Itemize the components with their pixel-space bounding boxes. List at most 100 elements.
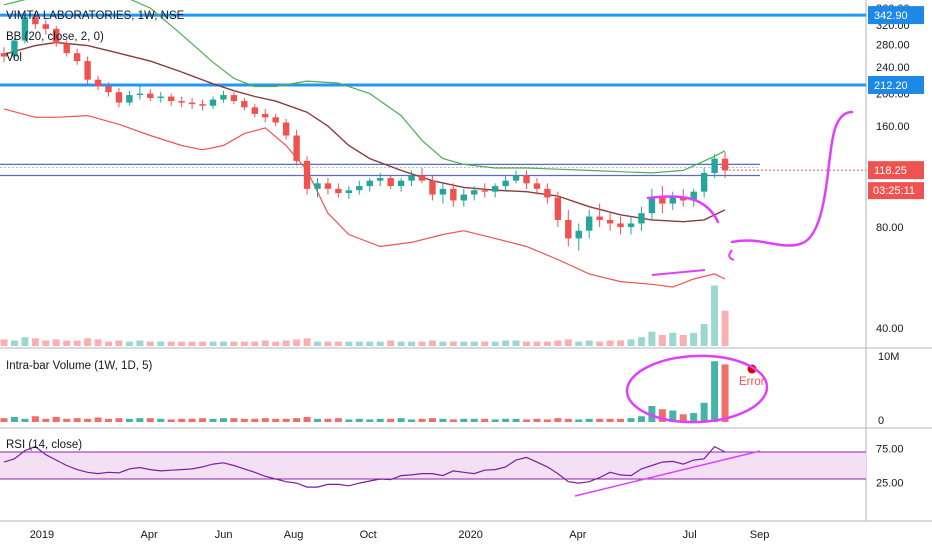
candle-body (408, 175, 415, 181)
price-trendline (651, 269, 706, 276)
volume-indicator-label[interactable]: Vol (6, 52, 22, 64)
price-tick-label: 80.00 (876, 222, 904, 234)
volume-bar (219, 341, 227, 346)
volume-bar (42, 340, 50, 346)
volume-bar (397, 341, 405, 346)
intrabar-volume-pane (0, 361, 757, 422)
candle-body (335, 188, 342, 194)
volume-bar (690, 332, 698, 346)
candlesticks (0, 11, 729, 251)
candle-body (324, 183, 332, 189)
volume-bar (366, 341, 374, 346)
volume-bar (564, 339, 572, 346)
intrabar-volume-bar (543, 419, 551, 422)
candle-body (648, 197, 656, 214)
intrabar-volume-bar (334, 418, 342, 422)
volume-bar (408, 341, 416, 346)
candle-body (669, 197, 676, 204)
volume-bar (711, 285, 719, 346)
intrabar-volume-bar (355, 418, 363, 422)
candle-body (0, 53, 8, 57)
candle-body (397, 180, 405, 187)
volume-bar (418, 341, 426, 346)
candle-body (523, 175, 530, 184)
rsi-indicator-label[interactable]: RSI (14, close) (6, 439, 83, 451)
intrabar-volume-bar (282, 418, 290, 422)
intrabar-volume-bar (690, 413, 698, 422)
candle-body (126, 95, 133, 103)
intrabar-volume-bar (575, 419, 583, 422)
volume-bar (21, 337, 29, 346)
time-tick-label: Apr (141, 529, 158, 541)
volume-bar (73, 340, 81, 346)
candle-body (700, 172, 708, 192)
intrabar-volume-bar (272, 418, 280, 422)
rsi-axis-tick: 25.00 (876, 477, 904, 489)
intrabar-volume-bar (533, 418, 541, 422)
intrabar-volume-bar (136, 418, 144, 422)
intrabar-volume-bar (596, 418, 604, 422)
grid (0, 0, 932, 522)
volume-bar (721, 310, 729, 346)
volume-bar (84, 338, 92, 346)
volume-bar (157, 341, 165, 346)
intrabar-volume-bar (606, 418, 614, 422)
volume-bar (31, 338, 39, 346)
candle-body (533, 183, 541, 189)
time-tick-label: 2019 (30, 529, 54, 541)
candle-body (575, 230, 582, 239)
volume-bar (272, 341, 280, 346)
volume-bar (314, 341, 321, 346)
level-price-tag (868, 6, 924, 25)
volume-bar (251, 341, 259, 346)
candle-body (73, 53, 81, 62)
volume-bar (188, 341, 196, 346)
bb-indicator-label[interactable]: BB (20, close, 2, 0) (6, 31, 104, 43)
intrabar-volume-label[interactable]: Intra-bar Volume (1W, 1D, 5) (6, 360, 153, 372)
candle-body (21, 17, 29, 41)
intrabar-volume-bar (617, 418, 625, 422)
intrabar-volume-bar (240, 418, 248, 422)
volume-bar (439, 341, 447, 346)
volume-bar (355, 341, 363, 346)
candle-body (63, 43, 70, 54)
rsi-band (0, 452, 866, 479)
intrabar-volume-bar (125, 418, 133, 422)
intrabar-volume-bar (585, 418, 593, 422)
volume-bar (449, 341, 457, 346)
candle-body (356, 186, 363, 191)
bollinger-bands (3, 0, 726, 288)
candle-body (32, 17, 39, 25)
volume-bar (178, 341, 186, 346)
volume-bar (669, 332, 677, 346)
candle-body (721, 158, 729, 171)
volume-bar (376, 341, 384, 346)
volume-bar (52, 339, 60, 346)
candle-body (638, 213, 645, 224)
volume-bar (94, 339, 102, 346)
candle-body (439, 188, 447, 195)
intrabar-volume-bar (564, 418, 572, 422)
volume-bar (658, 335, 666, 346)
intrabar-volume-bar (627, 418, 635, 422)
intrabar-volume-bar (105, 418, 112, 422)
volume-bar (575, 341, 583, 346)
intrabar-volume-bar (721, 364, 729, 422)
countdown-label: 03:25:11 (873, 185, 915, 197)
intrabar-volume-bar (293, 418, 301, 422)
intrabar-volume-bar (188, 418, 196, 422)
horizontal-levels (0, 13, 866, 177)
volume-bar (261, 340, 269, 346)
intrabar-volume-bar (261, 418, 269, 422)
intrabar-volume-bar (637, 416, 645, 422)
volume-bar (136, 340, 144, 346)
candle-body (377, 178, 384, 181)
candle-body (627, 223, 635, 228)
candle-body (680, 197, 687, 201)
volume-bar (167, 341, 175, 346)
bb-lower-line (3, 108, 726, 288)
volume-bars (0, 285, 729, 346)
intrabar-volume-bar (167, 419, 175, 422)
volume-bar (512, 340, 520, 346)
